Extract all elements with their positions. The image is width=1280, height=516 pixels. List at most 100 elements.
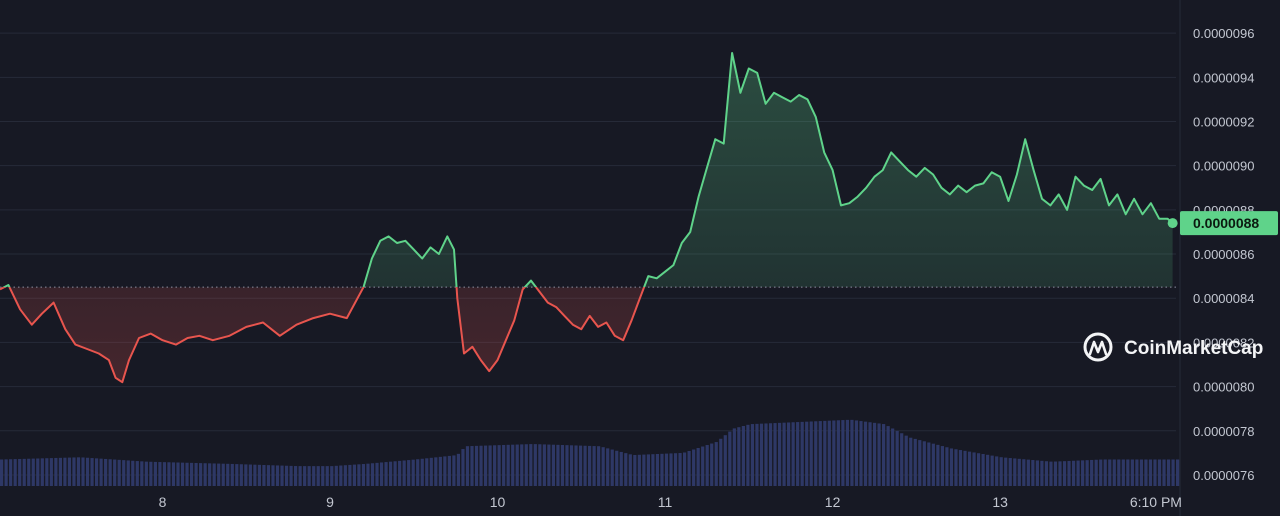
volume-bar <box>126 460 130 486</box>
volume-bar <box>633 454 637 486</box>
volume-bar <box>728 431 732 486</box>
volume-bar <box>506 444 510 486</box>
volume-bar <box>49 458 53 486</box>
volume-bar <box>660 453 664 486</box>
volume-bar <box>859 421 863 486</box>
x-tick-label: 8 <box>159 494 167 510</box>
volume-bar <box>63 457 67 486</box>
volume-bar <box>551 444 556 486</box>
x-axis-ticks: 789101112136:10 PM <box>159 494 1182 510</box>
volume-bar <box>578 445 583 486</box>
volume-bar <box>348 464 352 486</box>
volume-bar <box>759 423 764 486</box>
volume-bar <box>823 420 827 486</box>
volume-bar <box>330 466 334 486</box>
volume-bar <box>1153 459 1157 486</box>
volume-bar <box>144 461 148 486</box>
volume-bar <box>465 446 470 486</box>
volume-bar <box>502 444 506 486</box>
volume-bar <box>72 457 76 486</box>
volume-bar <box>972 452 976 486</box>
volume-bar <box>194 462 198 486</box>
volume-bar <box>832 420 836 486</box>
volume-bar <box>1162 459 1166 486</box>
volume-bar <box>398 460 402 486</box>
volume-bar <box>569 445 574 486</box>
volume-bar <box>900 433 904 486</box>
volume-bar <box>606 448 610 486</box>
volume-bar <box>664 453 669 486</box>
volume-bar <box>67 457 72 486</box>
volume-bar <box>185 462 189 486</box>
price-area-down <box>0 287 1173 383</box>
volume-bar <box>936 444 940 486</box>
volume-bar <box>963 450 967 486</box>
volume-bar <box>488 445 492 486</box>
price-area <box>0 53 1173 383</box>
volume-bar <box>796 422 800 486</box>
volume-bar <box>58 457 62 486</box>
current-price-label: 0.0000088 <box>1193 215 1259 231</box>
volume-bar <box>307 466 311 486</box>
volume-bar <box>1148 459 1153 486</box>
volume-bar <box>81 457 85 486</box>
volume-bar <box>863 421 868 486</box>
volume-bar <box>388 461 393 486</box>
volume-bar <box>244 464 248 486</box>
x-tick-label: 13 <box>992 494 1008 510</box>
volume-bar <box>741 426 745 486</box>
y-tick-label: 0.0000094 <box>1193 70 1254 85</box>
volume-bar <box>1121 459 1125 486</box>
volume-bar <box>303 466 307 486</box>
y-tick-label: 0.0000082 <box>1193 335 1254 350</box>
y-tick-label: 0.0000092 <box>1193 115 1254 130</box>
volume-bar <box>189 462 194 486</box>
volume-bar <box>547 444 551 486</box>
coinmarketcap-logo-icon <box>1083 332 1113 362</box>
volume-bar <box>949 448 954 486</box>
volume-bar <box>253 464 257 486</box>
volume-bar <box>918 440 922 486</box>
volume-bar <box>1139 459 1144 486</box>
volume-bar <box>212 463 216 486</box>
volume-bar <box>31 458 35 486</box>
volume-bar <box>687 450 691 486</box>
volume-bar <box>945 447 949 486</box>
volume-bar <box>529 444 533 486</box>
volume-bar <box>4 459 8 486</box>
volume-bar <box>791 422 795 486</box>
volume-bar <box>719 438 723 486</box>
volume-bar <box>266 465 271 486</box>
volume-bar <box>370 463 375 486</box>
volume-bar <box>782 422 786 486</box>
volume-bar <box>1040 460 1044 486</box>
volume-bar <box>1112 459 1116 486</box>
volume-bar <box>366 463 370 486</box>
volume-bar <box>750 424 755 486</box>
volume-bar <box>429 457 433 486</box>
volume-bar <box>239 464 243 486</box>
volume-bar <box>787 422 791 486</box>
volume-bar <box>135 461 139 486</box>
volume-bar <box>425 458 429 486</box>
volume-bar <box>1049 461 1053 486</box>
volume-bar <box>271 465 275 486</box>
volume-bar <box>1126 459 1130 486</box>
volume-bar <box>967 451 972 486</box>
x-tick-label: 11 <box>658 494 673 510</box>
volume-bar <box>954 449 958 486</box>
volume-bar <box>814 421 818 486</box>
volume-bar <box>1103 459 1107 486</box>
volume-bar <box>868 422 872 486</box>
volume-bar <box>76 457 81 486</box>
volume-bar <box>221 463 225 486</box>
y-tick-label: 0.0000084 <box>1193 291 1254 306</box>
volume-bar <box>818 421 822 486</box>
volume-bar <box>411 459 415 486</box>
volume-bar <box>714 442 718 486</box>
last-price-dot <box>1167 218 1178 229</box>
volume-bar <box>36 458 40 486</box>
y-tick-label: 0.0000076 <box>1193 468 1254 483</box>
volume-bar <box>723 435 727 486</box>
